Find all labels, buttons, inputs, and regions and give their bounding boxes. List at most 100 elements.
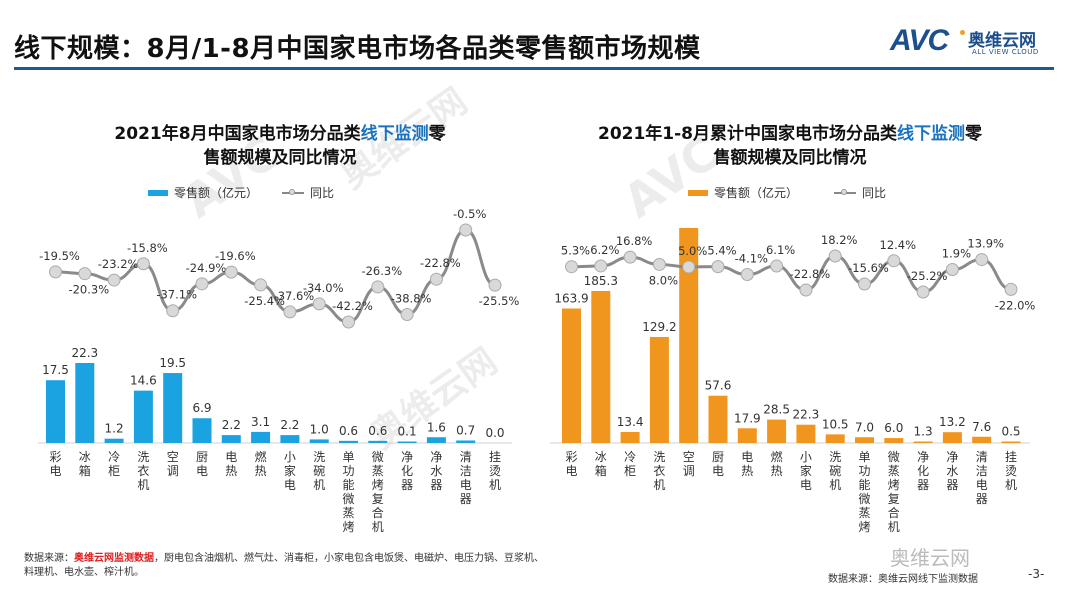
footnote-source-label: 数据来源： [24,553,74,564]
category-label: 柜 [624,464,636,478]
bar [708,395,728,443]
category-label: 洗 [137,450,149,464]
legend-bar-swatch [148,189,168,196]
yoy-value-label: -25.2% [907,269,948,283]
yoy-marker [828,249,842,263]
category-label: 衣 [653,463,665,478]
legend-right: 零售额（亿元） 同比 [688,184,886,201]
bar-value-label: 14.6 [130,374,157,388]
bar [737,428,757,443]
bar-value-label: 13.4 [617,415,644,429]
yoy-value-label: 5.3% [561,244,590,258]
yoy-value-label: -15.6% [848,261,889,275]
yoy-marker [770,259,784,273]
category-label: 合 [372,505,384,520]
yoy-value-label: -20.3% [68,283,109,297]
category-label: 器 [401,478,413,492]
logo-dot [960,30,965,35]
bar-value-label: 163.9 [554,292,588,306]
category-label: 净 [430,450,442,464]
bar-value-label: 22.3 [793,408,820,422]
bar-value-label: 3.1 [251,415,270,429]
page-title: 线下规模：8月/1-8月中国家电市场各品类零售额市场规模 [14,34,701,64]
bar [562,308,581,443]
yoy-value-label: -15.8% [127,241,168,255]
yoy-value-label: -22.8% [790,267,831,281]
category-label: 器 [430,478,442,492]
yoy-line [55,228,496,324]
yoy-value-label: -25.4% [244,294,285,308]
yoy-value-label: 13.9% [967,237,1004,251]
category-label: 厨 [712,450,724,464]
category-label: 衣 [137,463,149,478]
category-label: 调 [167,464,179,478]
category-label: 冰 [79,450,91,464]
category-label: 化 [401,464,413,478]
logo-cn-text: 奥维云网 [968,31,1036,51]
category-label: 箱 [595,463,607,478]
chart-title-left: 2021年8月中国家电市场分品类线下监测零 售额规模及同比情况 [40,122,520,170]
yoy-marker [136,257,150,271]
bar [75,363,95,443]
category-label: 小 [800,450,812,464]
yoy-value-label: 18.2% [821,233,858,247]
yoy-marker [166,304,180,318]
category-label: 机 [489,478,501,492]
bar [192,418,212,443]
bar [796,424,816,443]
category-label: 机 [653,478,665,492]
bar [620,432,640,443]
category-label: 柜 [108,464,120,478]
bar [913,441,933,443]
bar-value-label: 0.6 [339,424,358,438]
chart-title-part1: 2021年1-8月累计中国家电市场分品类 [597,124,898,144]
bar-value-label: 6.0 [884,421,903,435]
yoy-marker [459,223,473,237]
yoy-value-label: -23.2% [98,257,139,271]
bar-value-label: 2.2 [222,418,241,432]
category-label: 机 [829,478,841,492]
bar [426,437,446,443]
chart-title-part2: 零 [428,124,446,144]
bar [133,390,153,443]
footnote-source-highlight: 奥维云网监测数据 [74,553,154,564]
page-number: -3- [1028,567,1045,581]
yoy-marker [887,254,901,268]
category-label: 清 [460,450,472,464]
category-label: 挂 [1005,450,1017,464]
yoy-marker [371,280,385,294]
category-label: 挂 [489,450,501,464]
yoy-value-label: 5.4% [707,244,736,258]
yoy-value-label: 6.1% [766,243,795,257]
category-label: 洁 [460,464,472,478]
bar [972,436,992,443]
bar-value-label: 28.5 [763,403,790,417]
bar [649,336,669,443]
yoy-value-label: 12.4% [880,238,917,252]
category-label: 小 [284,450,296,464]
category-label: 电 [284,478,296,492]
category-label: 蒸 [342,506,354,520]
bar [104,438,124,443]
chart-title-highlight: 线下监测 [897,124,966,144]
chart-title-part1: 2021年8月中国家电市场分品类 [114,124,361,144]
bar-value-label: 17.9 [734,411,761,425]
category-label: 电 [225,450,237,464]
bar-value-label: 2.2 [280,418,299,432]
category-label: 净 [946,450,958,464]
category-label: 调 [683,464,695,478]
category-label: 器 [917,478,929,492]
category-label: 器 [946,478,958,492]
category-label: 烤 [858,519,870,534]
yoy-marker [195,277,209,291]
category-label: 烤 [372,477,384,492]
category-label: 电 [712,464,724,478]
category-label: 家 [800,463,812,478]
legend-bar-label: 零售额（亿元） [714,186,799,200]
bar-value-label: 185.3 [584,274,618,288]
category-label: 单 [342,450,354,464]
yoy-line [571,254,1012,294]
chart-title-highlight: 线下监测 [360,124,429,144]
category-label: 机 [372,520,384,534]
yoy-value-label: -22.8% [420,256,461,270]
